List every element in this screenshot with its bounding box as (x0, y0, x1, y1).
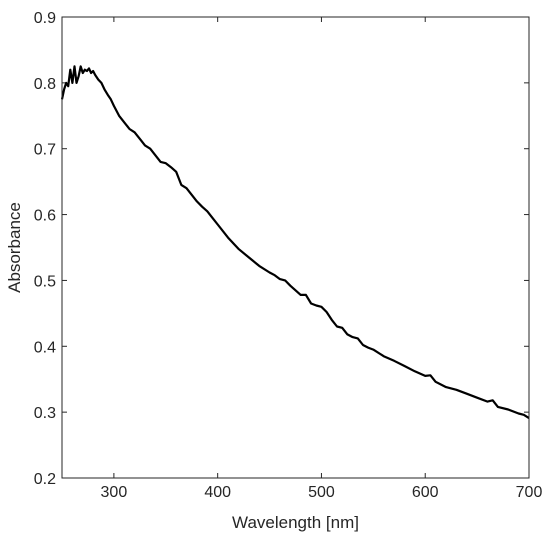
absorbance-series-line (60, 65, 530, 420)
x-tick-label: 600 (412, 484, 439, 501)
y-tick-label: 0.8 (34, 76, 56, 93)
y-tick-label: 0.9 (34, 10, 56, 27)
x-tick-label: 400 (204, 484, 231, 501)
x-tick-label: 300 (101, 484, 128, 501)
x-axis-ticks: 300 400 500 600 700 (101, 17, 543, 501)
y-axis-label: Absorbance (5, 202, 24, 293)
y-tick-label: 0.5 (34, 273, 56, 290)
x-tick-label: 500 (308, 484, 335, 501)
y-tick-label: 0.6 (34, 208, 56, 225)
plot-frame (61, 16, 530, 479)
x-tick-label: 700 (516, 484, 543, 501)
x-axis-label: Wavelength [nm] (232, 513, 359, 532)
y-tick-label: 0.3 (34, 405, 56, 422)
series-layer (60, 65, 530, 420)
y-tick-label: 0.2 (34, 471, 56, 488)
y-tick-label: 0.7 (34, 142, 56, 159)
y-tick-label: 0.4 (34, 339, 56, 356)
